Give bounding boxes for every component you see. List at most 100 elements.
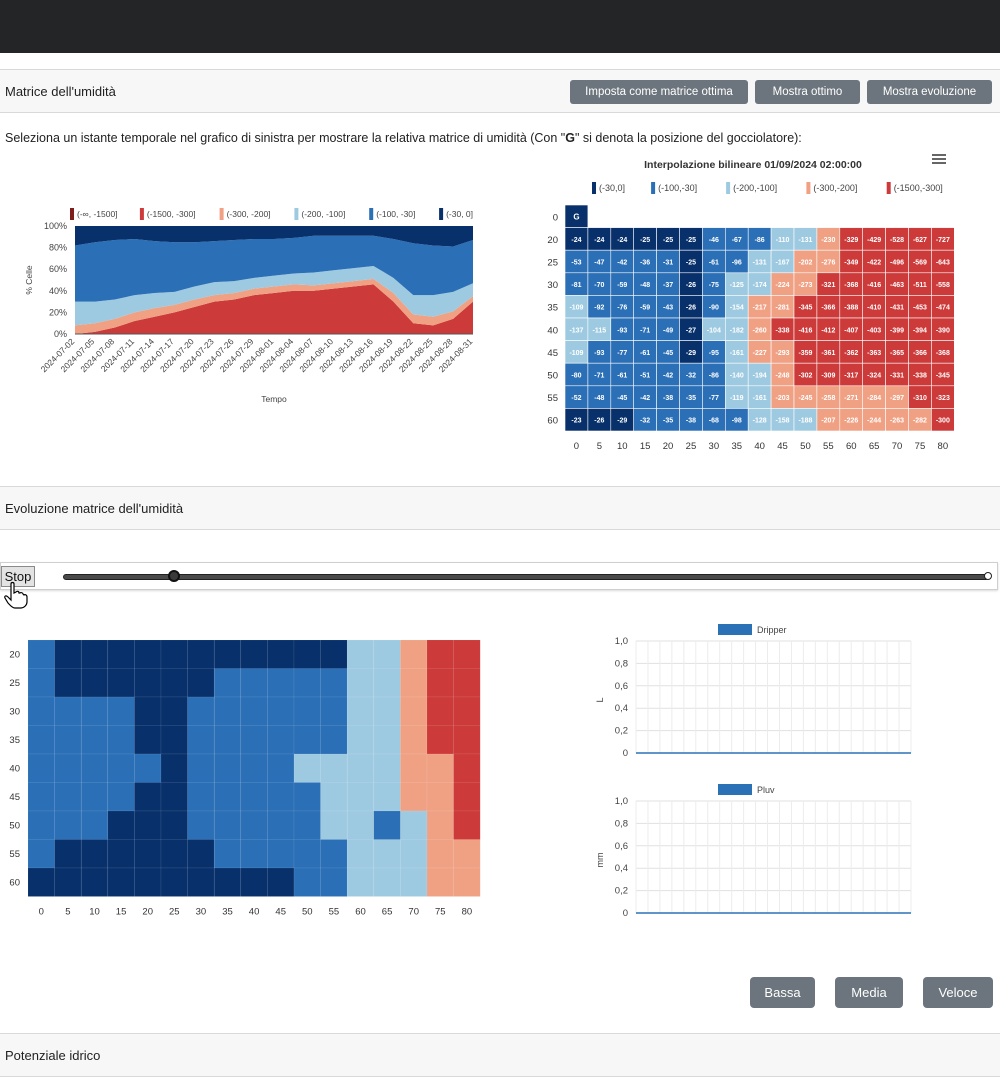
rainfall-chart[interactable]: Pluv 0 0,2 0,4 0,6 0,8 1,0 mm: [590, 778, 920, 928]
cell-value-label: -35: [686, 395, 696, 402]
heatmap-cell: [346, 725, 375, 755]
heatmap-cell: [400, 725, 428, 755]
heatmap-cell: [107, 810, 135, 840]
cell-value-label: -321: [821, 282, 835, 289]
top-navigation-bar: [0, 0, 1000, 53]
cell-value-label: -61: [709, 260, 719, 267]
dripper-chart[interactable]: Dripper 0 0,2 0,4 0,6 0,8 1,0 L: [590, 618, 920, 768]
y-tick-label: 0,8: [615, 658, 628, 669]
heatmap-cell: [160, 810, 188, 840]
cell-value-label: -368: [936, 350, 950, 357]
heatmap-cell: [54, 782, 82, 812]
heatmap-cell: [240, 696, 268, 726]
heatmap-cell: [54, 753, 82, 783]
heatmap-cell: [293, 639, 321, 669]
cell-value-label: -25: [686, 260, 696, 267]
legend-swatch: [718, 784, 752, 795]
y-tick-label: 0: [623, 908, 628, 919]
x-tick-label: 0: [574, 441, 579, 450]
cell-value-label: -86: [709, 373, 719, 380]
humidity-percentage-area-chart[interactable]: (-∞, -1500] (-1500, -300] (-300, -200] (-20…: [0, 195, 490, 415]
y-tick-label: 35: [9, 735, 20, 746]
heatmap-cell: [107, 696, 135, 726]
x-tick-label: 55: [329, 907, 340, 918]
cell-value-label: -496: [890, 260, 904, 267]
set-optimal-matrix-button[interactable]: Imposta come matrice ottima: [570, 80, 748, 104]
cell-value-label: -310: [913, 395, 927, 402]
y-tick-label: 1,0: [615, 636, 628, 647]
heatmap-cell: [80, 668, 109, 698]
x-tick-label: 75: [435, 907, 446, 918]
cell-value-label: -38: [686, 418, 696, 425]
y-axis-label: L: [595, 697, 605, 702]
cell-value-label: -338: [913, 373, 927, 380]
cell-value-label: -53: [571, 260, 581, 267]
section-title: Matrice dell'umidità: [5, 84, 116, 99]
heatmap-cell: [293, 668, 321, 698]
heatmap-cell: [267, 696, 295, 726]
heatmap-cell: [107, 839, 135, 869]
y-tick-label: 45: [9, 792, 20, 803]
cell-value-label: -59: [617, 282, 627, 289]
heatmap-cell: [267, 668, 295, 698]
time-slider-track[interactable]: [63, 574, 989, 580]
cell-value-label: -137: [569, 327, 583, 334]
cell-value-label: -323: [936, 395, 950, 402]
x-tick-label: 15: [116, 907, 127, 918]
humidity-evolution-heatmap[interactable]: 20 25 30 35 40 45 50 55 60 0 5 10 15 20 25 30 35 40 45 50 55…: [0, 630, 490, 925]
chart-menu-icon[interactable]: [932, 154, 946, 164]
cell-value-label: -77: [709, 395, 719, 402]
cell-value-label: -68: [709, 418, 719, 425]
cell-value-label: -474: [936, 305, 950, 312]
legend-swatch: [439, 208, 444, 220]
cell-value-label: -260: [753, 327, 767, 334]
interpolated-humidity-heatmap[interactable]: Interpolazione bilineare 01/09/2024 02:0…: [530, 150, 970, 450]
cell-value-label: -627: [913, 237, 927, 244]
heatmap-cell: [373, 810, 401, 840]
show-evolution-button[interactable]: Mostra evoluzione: [867, 80, 992, 104]
cell-value-label: -230: [821, 237, 835, 244]
time-slider-thumb[interactable]: [168, 570, 181, 582]
show-optimal-button[interactable]: Mostra ottimo: [755, 80, 860, 104]
cell-value-label: -329: [844, 237, 858, 244]
cell-value-label: -59: [640, 305, 650, 312]
legend-swatch: [70, 208, 74, 220]
heatmap-cell: [80, 725, 109, 755]
legend-label: (-1500, -300]: [147, 209, 196, 219]
heatmap-cell: [213, 639, 242, 669]
cell-value-label: -52: [571, 395, 581, 402]
x-tick-label: 10: [89, 907, 100, 918]
x-tick-label: 70: [892, 441, 903, 450]
cell-value-label: -161: [753, 395, 767, 402]
x-tick-label: 80: [938, 441, 949, 450]
cell-value-label: -158: [776, 418, 790, 425]
cell-value-label: -24: [594, 237, 604, 244]
heatmap-cell: [107, 725, 135, 755]
cell-value-label: -416: [867, 282, 881, 289]
cell-value-label: -110: [776, 237, 790, 244]
legend-label: (-200,-100]: [733, 183, 777, 193]
heatmap-cell: [80, 867, 109, 897]
heatmap-cell: [453, 753, 481, 783]
stop-button[interactable]: Stop: [1, 566, 35, 587]
heatmap-cell: [293, 753, 321, 783]
heatmap-cell: [400, 696, 428, 726]
heatmap-cell: [80, 639, 109, 669]
cell-value-label: -46: [709, 237, 719, 244]
cell-value-label: -161: [730, 350, 744, 357]
cell-value-label: -43: [663, 305, 673, 312]
x-axis-label: Tempo: [261, 394, 287, 404]
speed-medium-button[interactable]: Media: [835, 977, 903, 1008]
x-tick-label: 5: [597, 441, 602, 450]
cell-value-label: -42: [617, 260, 627, 267]
heatmap-cell: [453, 839, 481, 869]
heatmap-cell: [80, 810, 109, 840]
heatmap-cell: [240, 782, 268, 812]
speed-low-button[interactable]: Bassa: [750, 977, 815, 1008]
heatmap-cell: [267, 753, 295, 783]
heatmap-cell: [160, 867, 188, 897]
cell-value-label: -26: [594, 418, 604, 425]
speed-fast-button[interactable]: Veloce: [923, 977, 993, 1008]
heatmap-cell: [320, 867, 348, 897]
y-tick-label: 50: [547, 371, 558, 382]
